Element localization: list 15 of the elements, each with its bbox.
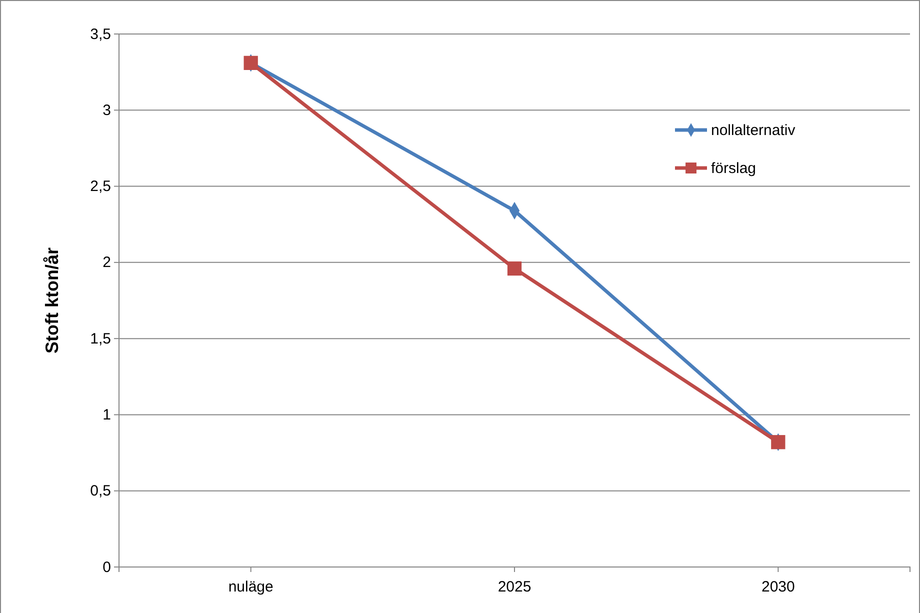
x-tick-label: 2025	[498, 578, 532, 596]
x-tick-label: nuläge	[228, 578, 274, 596]
y-tick-label: 2	[102, 254, 111, 272]
legend-label: förslag	[711, 160, 756, 177]
y-tick-label: 0	[102, 558, 111, 576]
legend-label: nollalternativ	[711, 122, 796, 139]
y-tick-label: 2,5	[90, 178, 111, 196]
y-tick-label: 0,5	[90, 482, 111, 500]
point	[507, 261, 522, 276]
x-tick-label: 2030	[761, 578, 795, 596]
y-tick-label: 3	[102, 102, 111, 119]
y-axis-title: Stoft kton/år	[42, 248, 62, 354]
y-tick-label: 1,5	[90, 330, 111, 348]
y-tick-label: 3,5	[90, 26, 111, 43]
y-tick-label: 1	[102, 406, 111, 424]
